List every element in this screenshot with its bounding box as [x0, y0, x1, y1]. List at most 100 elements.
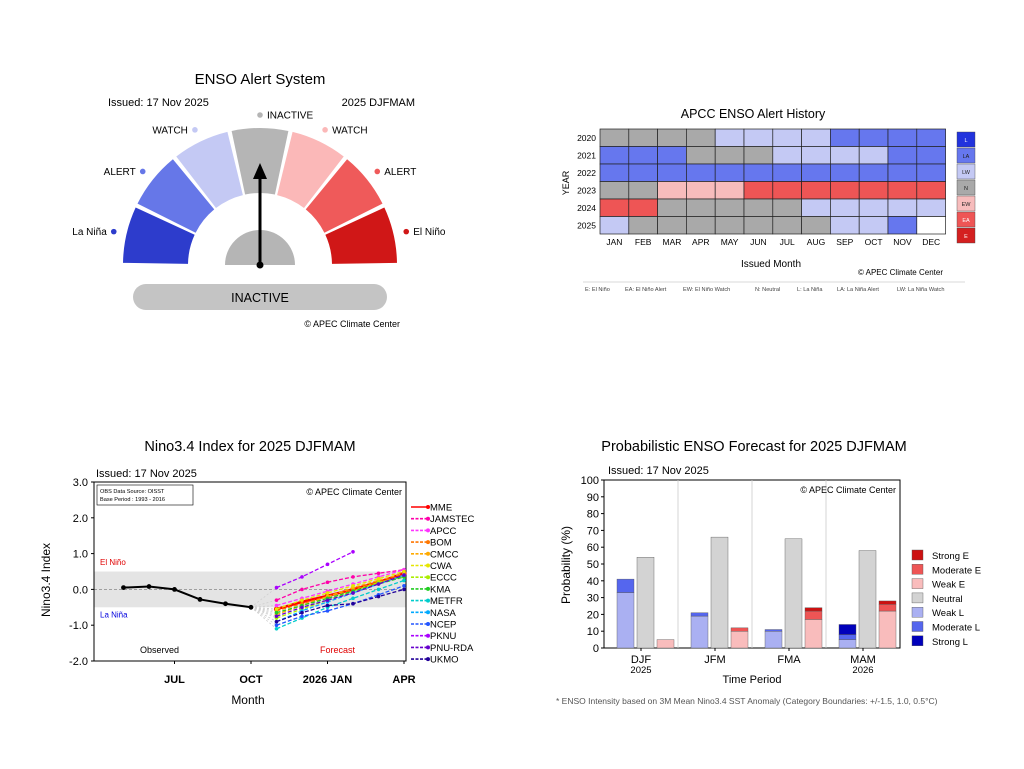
history-month-label: JUL	[780, 237, 795, 247]
model-legend-marker	[426, 610, 430, 615]
prob-legend-swatch	[911, 578, 924, 589]
prob-y-tick-label: 0	[593, 643, 599, 655]
prob-bar-el-nino	[804, 619, 823, 649]
history-cell	[887, 163, 918, 182]
history-cell	[858, 128, 889, 147]
nino-y-label: Nino3.4 Index	[39, 543, 53, 617]
prob-y-tick-label: 30	[587, 593, 599, 605]
model-legend-marker	[426, 540, 430, 545]
history-legend-code: LA	[963, 154, 970, 160]
history-legend-swatch	[956, 163, 976, 180]
gauge-dot	[257, 112, 263, 118]
history-cell	[830, 146, 860, 165]
history-cell	[657, 146, 687, 165]
prob-category-label: DJF	[631, 654, 651, 666]
forecast-fan-line	[250, 605, 277, 608]
history-cell	[887, 216, 918, 235]
history-cell	[801, 146, 831, 165]
model-line	[276, 574, 405, 623]
model-point	[300, 575, 304, 579]
nino34-index-panel: Nino3.4 Index for 2025 DJFMAM Issued: 17…	[38, 432, 488, 712]
history-cell	[830, 216, 860, 235]
history-legend-swatch	[956, 179, 976, 196]
history-title: APCC ENSO Alert History	[681, 107, 826, 121]
history-month-label: AUG	[807, 237, 825, 247]
prob-y-tick-label: 60	[587, 542, 599, 554]
model-point	[351, 575, 355, 579]
model-legend-label: METFR	[430, 596, 463, 607]
history-cell	[714, 163, 745, 182]
prob-bar-la-nina	[616, 592, 635, 649]
nino-x-tick-label: OCT	[239, 674, 263, 686]
prob-bar-neutral	[784, 538, 803, 649]
prob-y-tick-label: 90	[587, 492, 599, 504]
nino-title: Nino3.4 Index for 2025 DJFMAM	[144, 439, 355, 455]
history-cell	[858, 146, 889, 165]
nino-issued-date: Issued: 17 Nov 2025	[96, 468, 197, 480]
history-cell	[858, 181, 889, 200]
prob-bar-el-nino	[730, 630, 749, 649]
prob-category-year: 2026	[852, 665, 873, 676]
model-point	[300, 610, 304, 615]
prob-bar-la-nina	[838, 634, 857, 640]
history-key-item: EA: El Niño Alert	[625, 287, 667, 293]
history-key-item: L: La Niña	[797, 287, 823, 293]
prob-bar-el-nino	[878, 604, 897, 612]
model-point	[300, 614, 304, 619]
nino-y-tick-label: -1.0	[69, 620, 88, 632]
history-key-item: LW: La Niña Watch	[897, 287, 944, 293]
history-legend-code: E	[964, 234, 968, 240]
prob-bar-el-nino	[878, 600, 897, 605]
observed-point	[223, 601, 228, 607]
model-point	[376, 582, 381, 586]
model-point	[274, 610, 279, 615]
gauge-segment	[137, 159, 215, 233]
nino-plot-frame	[93, 481, 407, 662]
model-point	[351, 591, 355, 595]
history-cell	[743, 181, 774, 200]
model-legend-marker	[426, 598, 430, 603]
probabilistic-bar-chart: Probabilistic ENSO Forecast for 2025 DJF…	[559, 439, 981, 686]
alert-status-bar	[133, 284, 387, 310]
history-cell	[801, 198, 831, 217]
model-legend-label: NCEP	[430, 620, 456, 631]
prob-legend-label: Strong L	[932, 637, 968, 648]
history-year-label: 2023	[577, 185, 596, 195]
history-cell	[599, 198, 630, 217]
observed-point	[197, 597, 203, 602]
nino-x-tick-label: 2026 JAN	[303, 674, 353, 686]
nino-x-tick-label: JUL	[164, 674, 185, 686]
history-month-label: APR	[692, 237, 709, 247]
history-cell	[887, 146, 918, 165]
model-legend-marker	[426, 505, 430, 509]
history-year-label: 2024	[577, 203, 596, 213]
model-point	[351, 601, 355, 606]
alert-period: 2025 DJFMAM	[342, 97, 415, 109]
history-legend-code: LW	[962, 170, 971, 176]
history-legend-swatch	[956, 227, 976, 244]
prob-footnote: * ENSO Intensity based on 3M Mean Nino3.…	[556, 696, 938, 706]
gauge-dot	[322, 127, 328, 133]
gauge-label: La Niña	[72, 227, 107, 238]
model-point	[402, 578, 406, 583]
history-month-label: OCT	[865, 237, 883, 247]
history-cell	[772, 128, 802, 147]
history-cell	[686, 163, 716, 182]
alert-history-panel: APCC ENSO Alert History YEAR Issued Mont…	[545, 100, 985, 300]
prob-legend-swatch	[911, 564, 924, 575]
history-cell	[772, 198, 802, 217]
probabilistic-forecast-panel: Probabilistic ENSO Forecast for 2025 DJF…	[548, 432, 988, 712]
history-month-label: JUN	[750, 237, 767, 247]
gauge-segment	[231, 128, 289, 195]
prob-legend-swatch	[911, 606, 924, 618]
history-legend-swatch	[956, 195, 976, 212]
model-point	[325, 609, 330, 613]
prob-bar-la-nina	[616, 578, 635, 593]
model-line	[276, 570, 405, 610]
nino-y-tick-label: 3.0	[73, 477, 88, 489]
history-cell	[772, 181, 802, 200]
history-cell	[714, 216, 745, 235]
model-point	[325, 562, 330, 567]
nino-source-text: OBS Data Source: OISST	[100, 489, 165, 495]
observed-line	[123, 585, 252, 609]
